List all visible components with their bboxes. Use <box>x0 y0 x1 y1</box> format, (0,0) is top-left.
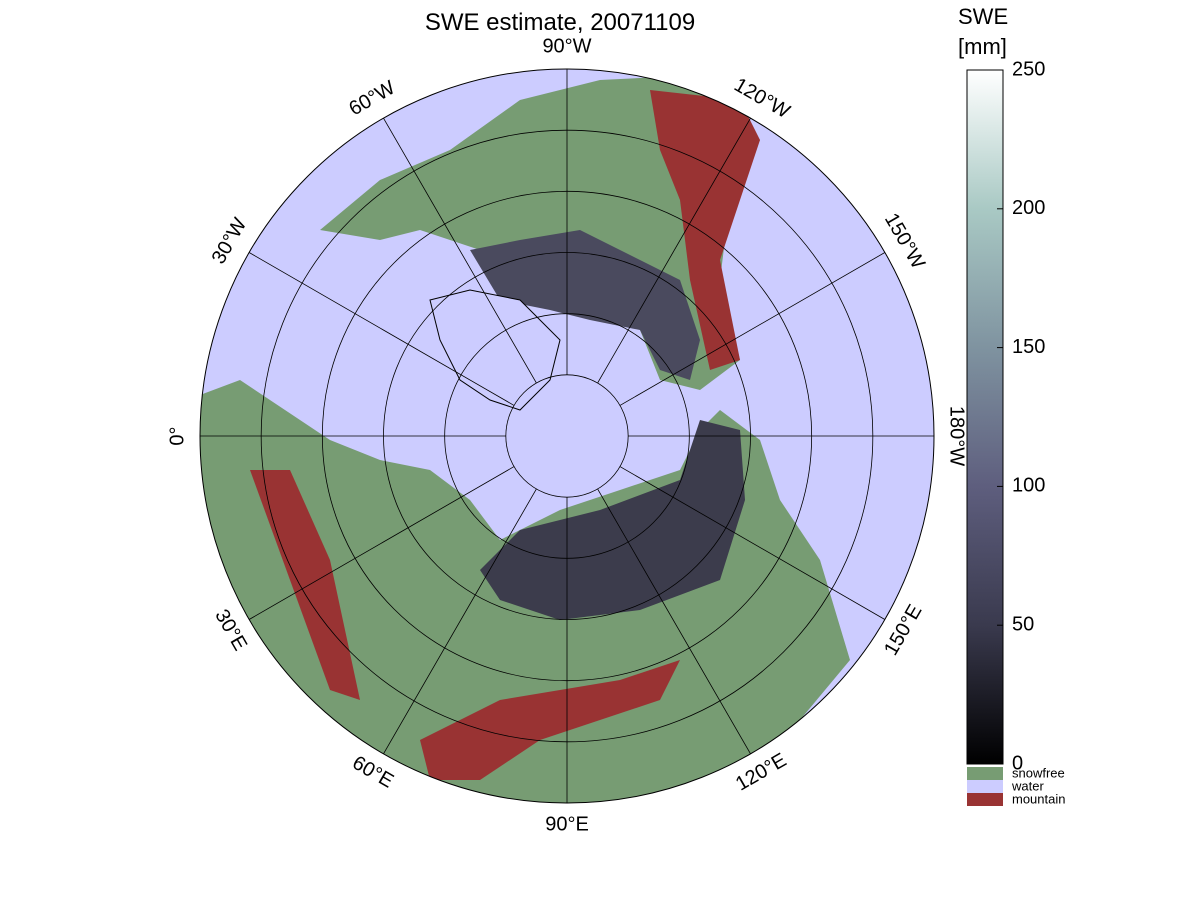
legend-label: mountain <box>1012 791 1065 806</box>
map-border <box>199 68 935 804</box>
mountain-asia <box>420 660 680 780</box>
legend-label: snowfree <box>1012 765 1065 780</box>
snow-eurasia <box>480 420 745 620</box>
colorbar-tick-label: 50 <box>1012 613 1034 635</box>
colorbar-tick-label: 150 <box>1012 336 1045 358</box>
meridian <box>248 252 515 406</box>
meridian <box>383 117 537 384</box>
meridian-label: 0° <box>166 426 188 445</box>
graticule <box>200 69 934 803</box>
map <box>200 69 934 803</box>
colorbar-tick-label: 100 <box>1012 475 1045 497</box>
colorbar-label: [mm] <box>958 34 1007 59</box>
mountain-rockies <box>650 90 760 370</box>
meridian <box>619 466 886 620</box>
meridian <box>597 488 751 755</box>
colorbar <box>966 69 1004 765</box>
colorbar-label: SWE <box>958 4 1008 29</box>
meridian <box>383 488 537 755</box>
meridian-label: 180°W <box>946 406 968 466</box>
meridian <box>619 252 886 406</box>
colorbar-ticks: 0 50 100 150 200 250 <box>997 58 1045 774</box>
legend-swatch <box>967 780 1003 793</box>
title: SWE estimate, 20071109 <box>425 9 695 36</box>
legend-swatch <box>967 767 1003 780</box>
legend-swatch <box>967 793 1003 806</box>
colorbar-tick-label: 200 <box>1012 197 1045 219</box>
colorbar-tick-label: 250 <box>1012 58 1045 80</box>
colorbar-tick-label: 0 <box>1012 752 1023 774</box>
legend-label: water <box>1011 778 1044 793</box>
meridian <box>597 117 751 384</box>
meridian <box>248 466 515 620</box>
meridian-label: 90°W <box>542 35 591 57</box>
meridian-label: 90°E <box>545 813 589 835</box>
snow-north-america <box>470 230 700 380</box>
mountain-europe <box>250 470 360 700</box>
